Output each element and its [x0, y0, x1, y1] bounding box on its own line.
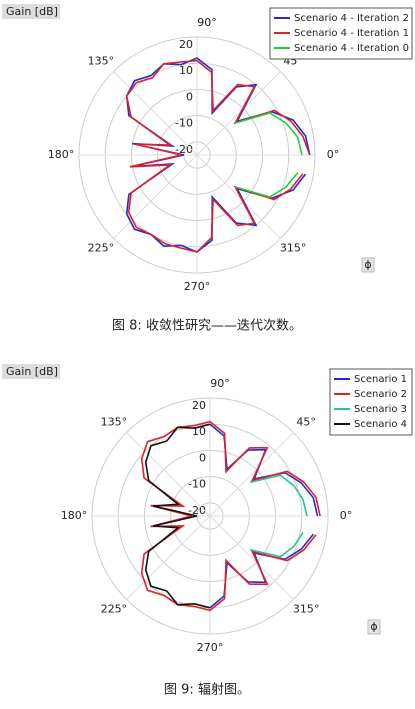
angle-symbol: ϕ — [370, 620, 377, 633]
series-line — [250, 531, 304, 558]
grid-spoke — [113, 154, 198, 239]
angle-symbol-box — [367, 619, 381, 635]
legend-label: Scenario 1 — [354, 374, 407, 385]
grid-spoke — [113, 71, 198, 156]
angle-tick-label: 225° — [101, 602, 128, 615]
grid-spoke — [196, 71, 281, 156]
legend-label: Scenario 2 — [354, 389, 407, 400]
grid-spoke — [209, 432, 294, 517]
angle-tick-label: 0° — [327, 148, 340, 161]
r-label-box — [2, 364, 60, 379]
angle-tick-label: 225° — [88, 241, 115, 254]
angle-tick-label: 90° — [197, 16, 217, 29]
angle-tick-label: 135° — [101, 416, 128, 429]
legend-label: Scenario 4 - Iteration 0 — [294, 43, 409, 54]
grid-spoke — [209, 515, 294, 600]
figure-caption: 图 9: 辐射图。 — [164, 682, 250, 698]
angle-symbol: ϕ — [364, 258, 371, 271]
legend-label: Scenario 4 - Iteration 2 — [294, 13, 409, 24]
r-tick-label: 10 — [179, 64, 193, 77]
r-tick-label: 20 — [192, 399, 206, 412]
angle-tick-label: 180° — [61, 509, 88, 522]
grid-spoke — [126, 515, 211, 600]
figure-caption: 图 8: 收敛性研究——迭代次数。 — [112, 318, 302, 334]
series-line — [250, 474, 308, 517]
r-label-box — [2, 4, 60, 19]
angle-tick-label: 0° — [340, 509, 353, 522]
r-tick-label: 0 — [199, 451, 206, 464]
angle-tick-label: 315° — [280, 241, 307, 254]
angle-tick-label: 45° — [296, 416, 316, 429]
series-line — [144, 423, 211, 609]
series-line — [234, 172, 299, 198]
angle-tick-label: 270° — [184, 280, 211, 293]
r-label: Gain [dB] — [6, 365, 58, 378]
series-line — [234, 112, 303, 156]
grid-spoke — [126, 432, 211, 517]
angle-tick-label: 270° — [197, 641, 224, 654]
r-tick-label: 0 — [186, 90, 193, 103]
r-tick-label: 20 — [179, 38, 193, 51]
series-line — [125, 59, 311, 253]
angle-tick-label: 180° — [48, 148, 75, 161]
r-tick-label: -10 — [175, 117, 193, 130]
legend-label: Scenario 4 - Iteration 1 — [294, 28, 409, 39]
r-label: Gain [dB] — [6, 5, 58, 18]
legend-box — [269, 7, 413, 60]
angle-tick-label: 315° — [293, 602, 320, 615]
grid-spoke — [196, 154, 281, 239]
angle-symbol-box — [361, 257, 375, 273]
angle-tick-label: 135° — [88, 55, 115, 68]
legend-label: Scenario 3 — [354, 404, 407, 415]
legend-label: Scenario 4 — [354, 419, 407, 430]
r-tick-label: -10 — [188, 478, 206, 491]
angle-tick-label: 90° — [210, 377, 230, 390]
